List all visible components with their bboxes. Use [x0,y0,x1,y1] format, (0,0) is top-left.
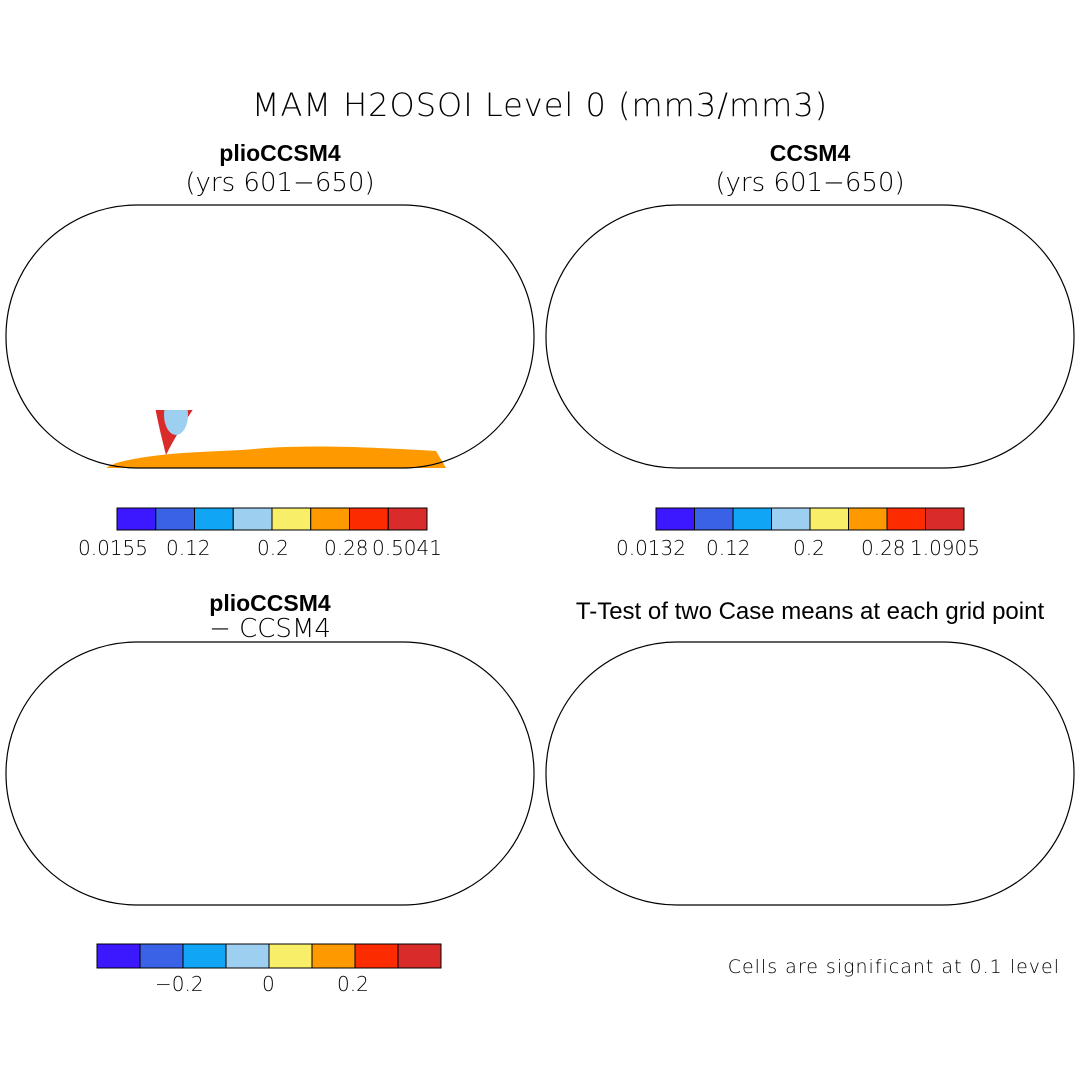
colorbar-1-swatch-6 [349,507,389,531]
colorbar-1-swatch-0 [116,507,157,531]
colorbar-3-swatch-2 [182,943,227,969]
colorbar-1-swatch-4 [271,507,312,531]
panel-1-subtitle: (yrs 601−650) [185,168,375,198]
colorbar-2-swatch-0 [655,507,695,531]
panel-2-colorbar [655,507,965,531]
colorbar-2-swatch-6 [886,507,926,531]
colorbar-1-swatch-3 [232,507,273,531]
colorbar-3-swatch-7 [397,943,442,969]
colorbar-2-swatch-4 [809,507,849,531]
colorbar-3-swatch-4 [268,943,313,969]
panel-1-title: plioCCSM4 [219,140,341,166]
panel-1-colorbar [116,507,428,531]
cb2-label-3: 0.28 [861,536,906,560]
cb1-label-0: 0.0155 [78,536,148,560]
panel-3-colorbar [96,943,442,969]
cb1-label-3: 0.28 [324,536,369,560]
cb1-label-1: 0.12 [166,536,211,560]
panel-3-title: plioCCSM4 [209,590,331,616]
panel-2-title: CCSM4 [769,140,851,166]
colorbar-3-swatch-3 [225,943,270,969]
significance-note: Cells are significant at 0.1 level [727,956,1060,978]
panel-2-subtitle: (yrs 601−650) [715,168,905,198]
panel-2-map [545,204,1075,469]
panel-4-title: T-Test of two Case means at each grid po… [575,598,1045,625]
cb2-label-4: 1.0905 [910,536,980,560]
panel-3-subtitle: − CCSM4 [209,614,331,644]
cb2-label-2: 0.2 [793,536,825,560]
colorbar-2-swatch-1 [694,507,734,531]
cb2-label-1: 0.12 [706,536,751,560]
panel-4-map [545,641,1075,906]
colorbar-1-swatch-5 [310,507,350,531]
panel-1-map [5,204,535,469]
colorbar-2-swatch-2 [732,507,772,531]
cb2-label-0: 0.0132 [616,536,686,560]
colorbar-3-swatch-6 [354,943,399,969]
colorbar-1-swatch-1 [155,507,195,531]
colorbar-2-swatch-5 [848,507,888,531]
cb1-label-4: 0.5041 [372,536,442,560]
colorbar-1-swatch-2 [194,507,234,531]
cb1-label-2: 0.2 [257,536,289,560]
colorbar-3-swatch-0 [96,943,141,969]
cb3-label-1: 0 [262,972,275,996]
cb3-label-2: 0.2 [337,972,369,996]
colorbar-3-swatch-1 [139,943,184,969]
figure-title: MAM H2OSOI Level 0 (mm3/mm3) [251,86,829,124]
colorbar-3-swatch-5 [311,943,356,969]
colorbar-1-swatch-7 [387,507,428,531]
colorbar-2-swatch-3 [771,507,811,531]
panel-3-map [5,641,535,906]
colorbar-2-swatch-7 [925,507,965,531]
cb3-label-0: −0.2 [155,972,204,996]
